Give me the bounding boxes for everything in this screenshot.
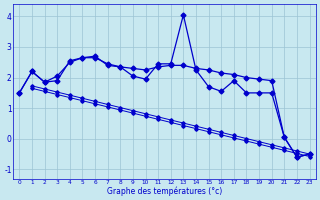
X-axis label: Graphe des températures (°c): Graphe des températures (°c) [107, 186, 222, 196]
